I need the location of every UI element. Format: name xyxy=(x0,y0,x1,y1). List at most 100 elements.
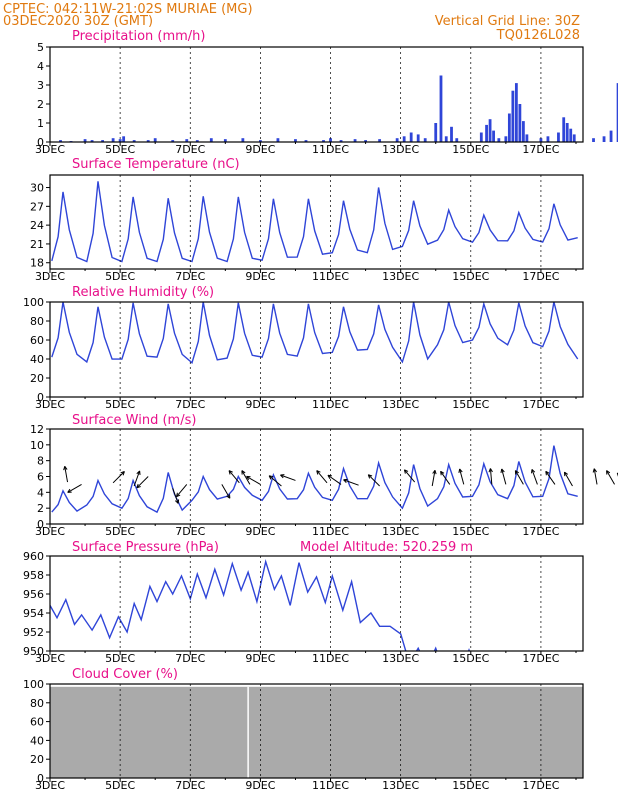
wind-xtick-label-2: 7DEC xyxy=(175,525,205,538)
wind-ytick-label-0: 0 xyxy=(37,518,44,531)
humidity-ytick-label-3: 60 xyxy=(30,334,44,347)
wind-vector-head xyxy=(67,488,72,493)
wind-wind-vector-2 xyxy=(112,471,125,484)
precip-bar-25 xyxy=(364,140,367,142)
wind-vector-shaft xyxy=(440,471,451,485)
precip-xtick-label-0: 3DEC xyxy=(35,143,65,156)
header-grid-info: Vertical Grid Line: 30Z xyxy=(435,14,580,29)
wind-vector-shaft xyxy=(67,483,82,493)
wind-xtick-label-0: 3DEC xyxy=(35,525,65,538)
wind-vector-head xyxy=(606,470,611,475)
wind-vector-shaft xyxy=(404,469,416,483)
wind-vector-shaft xyxy=(268,475,282,487)
precip-panel: 3DEC 5DEC 7DEC 9DEC 11DEC 13DEC 15DEC 17DEC 0 1 2 3… xyxy=(35,41,618,156)
wind-vector-shaft xyxy=(489,468,493,485)
wind-vector-shaft xyxy=(133,470,141,487)
temperature-xtick-label-5: 13DEC xyxy=(382,270,419,283)
temperature-title: Surface Temperature (nC) xyxy=(72,157,240,172)
humidity-xtick-label-5: 13DEC xyxy=(382,398,419,411)
precip-xtick-label-1: 5DEC xyxy=(105,143,135,156)
header-model-id: TQ0126L028 xyxy=(496,28,580,43)
wind-vector-shaft xyxy=(221,484,231,499)
wind-wind-vector-7 xyxy=(221,484,231,499)
pressure-xtick-label-0: 3DEC xyxy=(35,652,65,665)
wind-ytick-label-1: 2 xyxy=(37,502,44,515)
precip-bar-8 xyxy=(132,140,136,142)
wind-xtick-label-5: 13DEC xyxy=(382,525,419,538)
wind-vector-head xyxy=(268,475,274,480)
cloud-xtick-label-6: 15DEC xyxy=(452,779,489,792)
wind-vector-head xyxy=(226,494,231,499)
precip-bar-29 xyxy=(409,132,413,142)
precip-bar-44 xyxy=(511,90,515,142)
temperature-xtick-label-7: 17DEC xyxy=(522,270,559,283)
precip-bar-45 xyxy=(514,83,518,142)
wind-vector-head xyxy=(514,470,519,475)
wind-vector-shaft xyxy=(606,470,615,485)
precip-ytick-label-1: 1 xyxy=(37,117,44,130)
precip-xtick-label-4: 11DEC xyxy=(312,143,349,156)
pressure-series-line xyxy=(50,558,471,651)
humidity-xtick-label-7: 17DEC xyxy=(522,398,559,411)
wind-wind-vector-22 xyxy=(500,468,507,485)
wind-vector-head xyxy=(403,469,409,474)
wind-frame xyxy=(49,428,584,525)
wind-vector-head xyxy=(228,470,233,475)
wind-wind-vector-19 xyxy=(440,470,451,485)
humidity-ytick-label-0: 0 xyxy=(37,391,44,404)
pressure-xtick-label-2: 7DEC xyxy=(175,652,205,665)
precip-bar-14 xyxy=(209,138,213,142)
wind-vector-shaft xyxy=(514,470,524,485)
humidity-xtick-label-4: 11DEC xyxy=(312,398,349,411)
wind-vector-head xyxy=(488,468,493,473)
pressure-ytick-label-3: 956 xyxy=(23,588,44,601)
precip-xtick-label-2: 7DEC xyxy=(175,143,205,156)
temperature-ytick-label-1: 21 xyxy=(30,238,44,251)
precip-bar-32 xyxy=(434,123,438,142)
wind-wind-vector-5 xyxy=(172,488,180,504)
pressure-xtick-label-6: 15DEC xyxy=(452,652,489,665)
humidity-frame xyxy=(49,301,584,398)
cloud-ytick-label-2: 40 xyxy=(30,734,44,747)
wind-vector-head xyxy=(174,499,180,504)
precip-ytick-label-2: 2 xyxy=(37,98,44,111)
humidity-ytick-label-2: 40 xyxy=(30,353,44,366)
pressure-xtick-label-3: 9DEC xyxy=(245,652,275,665)
wind-vector-shaft xyxy=(172,488,179,504)
wind-vector-shaft xyxy=(327,474,342,485)
precip-bar-3 xyxy=(90,140,94,142)
wind-vector-head xyxy=(545,470,550,476)
cloud-xtick-label-2: 7DEC xyxy=(175,779,205,792)
pressure-xtick-label-1: 5DEC xyxy=(105,652,135,665)
wind-vector-head xyxy=(63,465,68,471)
precip-bar-18 xyxy=(276,138,280,142)
precip-bar-11 xyxy=(171,140,175,142)
pressure-frame xyxy=(49,555,584,652)
precip-bar-20 xyxy=(304,140,308,142)
wind-ytick-label-6: 12 xyxy=(30,423,44,436)
precip-bar-40 xyxy=(492,130,495,142)
precip-bar-48 xyxy=(525,134,529,142)
wind-ytick-label-2: 4 xyxy=(37,486,44,499)
wind-vector-head xyxy=(175,492,181,498)
precip-xtick-label-6: 15DEC xyxy=(452,143,489,156)
precip-bar-49 xyxy=(539,138,543,142)
wind-vector-shaft xyxy=(501,468,507,485)
precip-bar-53 xyxy=(565,123,569,142)
wind-vector-head xyxy=(316,470,321,475)
pressure-ytick-label-4: 958 xyxy=(23,569,44,582)
wind-wind-vector-1 xyxy=(67,483,82,493)
precip-bar-54 xyxy=(569,128,573,142)
wind-vector-head xyxy=(241,470,246,475)
wind-vector-shaft xyxy=(545,471,556,485)
wind-wind-vector-23 xyxy=(514,470,524,485)
wind-wind-vector-3 xyxy=(133,470,141,487)
cloud-ytick-label-0: 0 xyxy=(37,772,44,785)
wind-wind-vector-24 xyxy=(531,469,538,485)
wind-vector-shaft xyxy=(246,475,261,485)
precip-bar-2 xyxy=(83,139,87,142)
precip-bar-35 xyxy=(450,126,453,142)
temperature-xtick-label-6: 15DEC xyxy=(452,270,489,283)
wind-xtick-label-1: 5DEC xyxy=(105,525,135,538)
wind-wind-vector-12 xyxy=(280,474,296,481)
